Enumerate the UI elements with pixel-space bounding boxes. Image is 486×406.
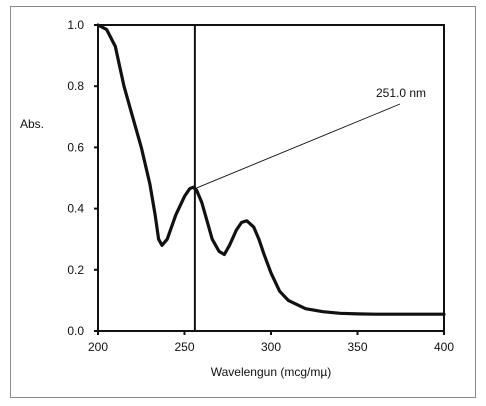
x-axis-ticks: 200 250 300 350 400 <box>88 331 454 354</box>
y-tick-label: 0.8 <box>67 79 84 93</box>
annotation-label: 251.0 nm <box>376 86 426 100</box>
y-tick-label: 0.2 <box>67 263 84 277</box>
annotation-leader-line <box>194 103 401 190</box>
y-axis-ticks: 0.0 0.2 0.4 0.6 0.8 1.0 <box>67 18 98 338</box>
series-line <box>96 23 446 316</box>
x-tick-label: 200 <box>88 340 108 354</box>
y-axis-label: Abs. <box>20 117 44 131</box>
y-tick-label: 0.4 <box>67 202 84 216</box>
figure-frame <box>10 6 476 398</box>
y-tick-label: 0.6 <box>67 140 84 154</box>
x-tick-label: 400 <box>434 340 454 354</box>
x-tick-label: 300 <box>261 340 281 354</box>
y-tick-label: 1.0 <box>67 18 84 32</box>
x-tick-label: 350 <box>347 340 367 354</box>
y-tick-label: 0.0 <box>67 324 84 338</box>
x-axis-label: Wavelengun (mcg/mµ) <box>211 365 332 379</box>
x-tick-label: 250 <box>174 340 194 354</box>
